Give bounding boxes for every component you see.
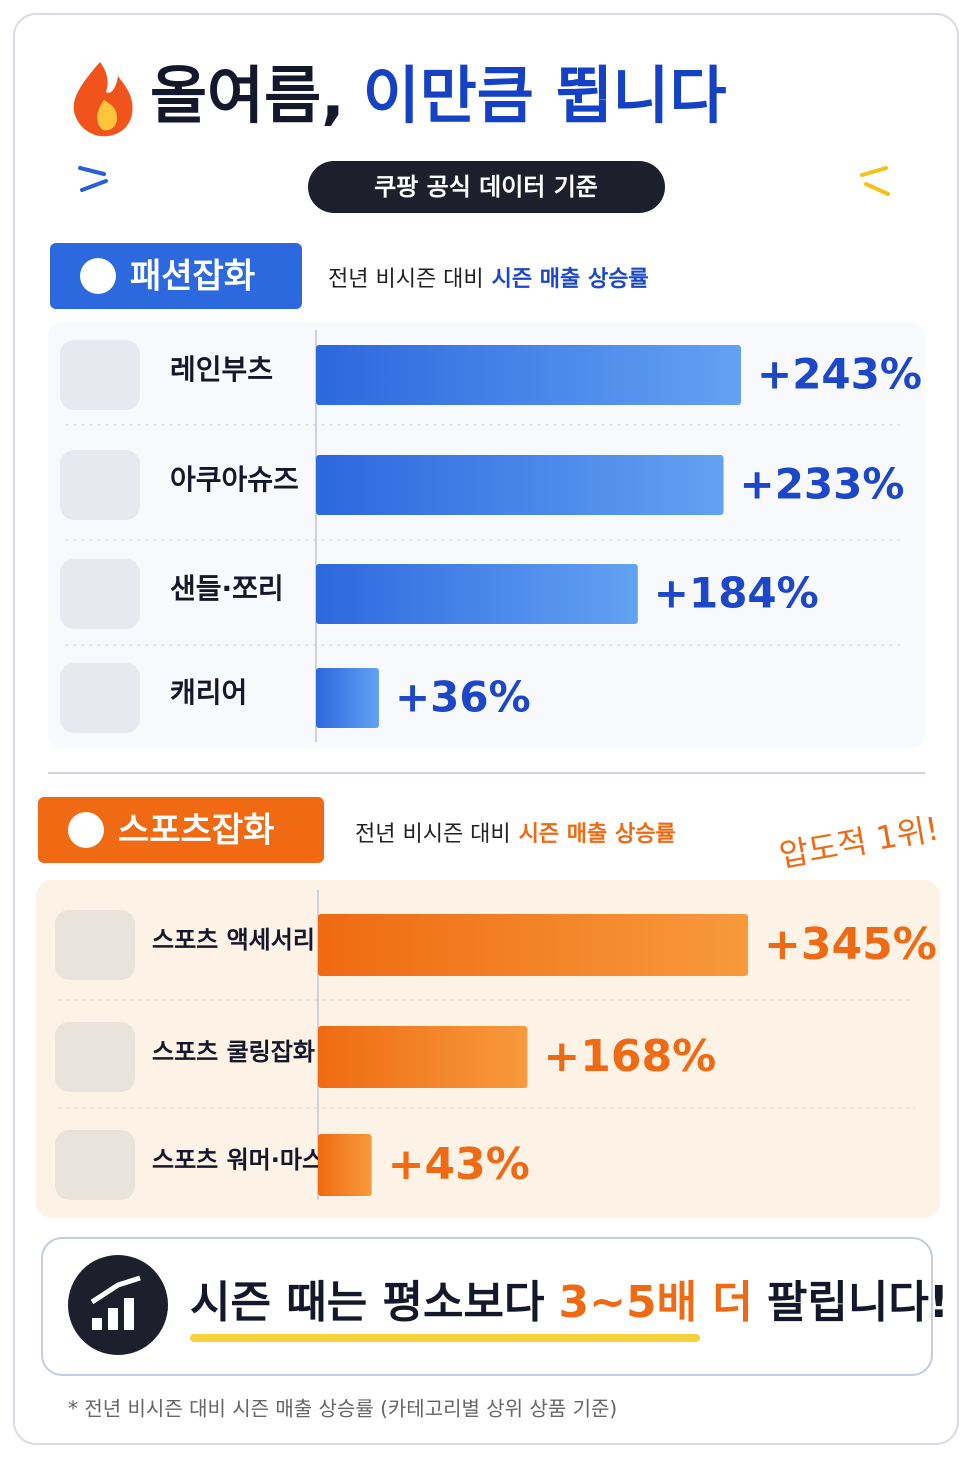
product-icon: [55, 1022, 135, 1092]
underline: [190, 1334, 700, 1342]
product-icon: [55, 1130, 135, 1200]
product-icon: [55, 910, 135, 980]
badge: [308, 161, 665, 213]
section-tag: [50, 243, 302, 309]
category-label: 샌들·쪼리: [170, 572, 284, 605]
category-label: 아쿠아슈즈: [170, 463, 299, 496]
title-highlight: 이만큼 뜁니다: [363, 59, 727, 132]
tag-icon: [80, 258, 116, 294]
product-icon: [60, 559, 140, 629]
product-icon: [60, 340, 140, 410]
chart-icon: [90, 1275, 141, 1305]
value-label: +168%: [543, 1031, 716, 1082]
category-label: 스포츠 쿨링잡화: [152, 1038, 315, 1066]
product-icon: [60, 450, 140, 520]
category-label: 스포츠 워머·마스크: [152, 1146, 346, 1174]
footnote: * 전년 비시즌 대비 시즌 매출 상승률 (카테고리별 상위 상품 기준): [68, 1397, 617, 1421]
subtitle-highlight: 시즌 매출 상승률: [492, 267, 649, 292]
value-label: +36%: [395, 673, 531, 722]
deco: [860, 166, 890, 196]
product-icon: [60, 663, 140, 733]
section-tag-text: 패션잡화: [130, 257, 255, 297]
value-label: +233%: [740, 460, 905, 509]
value-label: +43%: [388, 1139, 530, 1190]
bar: [318, 1026, 528, 1088]
bar: [316, 455, 724, 515]
bar: [316, 345, 741, 405]
category-label: 레인부츠: [170, 353, 273, 386]
value-label: +243%: [757, 350, 922, 399]
bar: [316, 668, 379, 728]
summary: 시즌 때는 평소보다 3~5배 더 팔립니다!: [190, 1277, 949, 1328]
summary-text: 시즌 때는 평소보다: [190, 1277, 544, 1328]
subtitle-text: 전년 비시즌 대비: [328, 267, 484, 292]
title: 올여름, 이만큼 뜁니다: [150, 59, 727, 132]
category-label: 스포츠 액세서리: [152, 926, 315, 954]
section-tag-text: 스포츠잡화: [118, 811, 274, 851]
deco: [78, 166, 108, 192]
title-part: 올여름,: [150, 59, 345, 132]
value-label: +184%: [654, 569, 819, 618]
chart-icon: [68, 1255, 168, 1355]
value-label: +345%: [764, 919, 937, 970]
bar: [318, 914, 748, 976]
section-subtitle: 전년 비시즌 대비 시즌 매출 상승률: [328, 267, 649, 292]
panel: [48, 322, 925, 748]
summary-text: 팔립니다!: [767, 1277, 949, 1328]
flame-icon: [73, 62, 133, 137]
tag-icon: [68, 812, 104, 848]
badge-text: 쿠팡 공식 데이터 기준: [374, 173, 598, 201]
section-tag: [38, 797, 324, 863]
summary-highlight: 3~5배 더: [558, 1277, 752, 1328]
chart-icon: [92, 1298, 134, 1330]
bar: [318, 1134, 372, 1196]
subtitle-highlight: 시즌 매출 상승률: [519, 822, 676, 847]
subtitle-text: 전년 비시즌 대비: [355, 822, 511, 847]
category-label: 캐리어: [170, 676, 247, 709]
section-subtitle: 전년 비시즌 대비 시즌 매출 상승률: [355, 822, 676, 847]
bar: [316, 564, 638, 624]
